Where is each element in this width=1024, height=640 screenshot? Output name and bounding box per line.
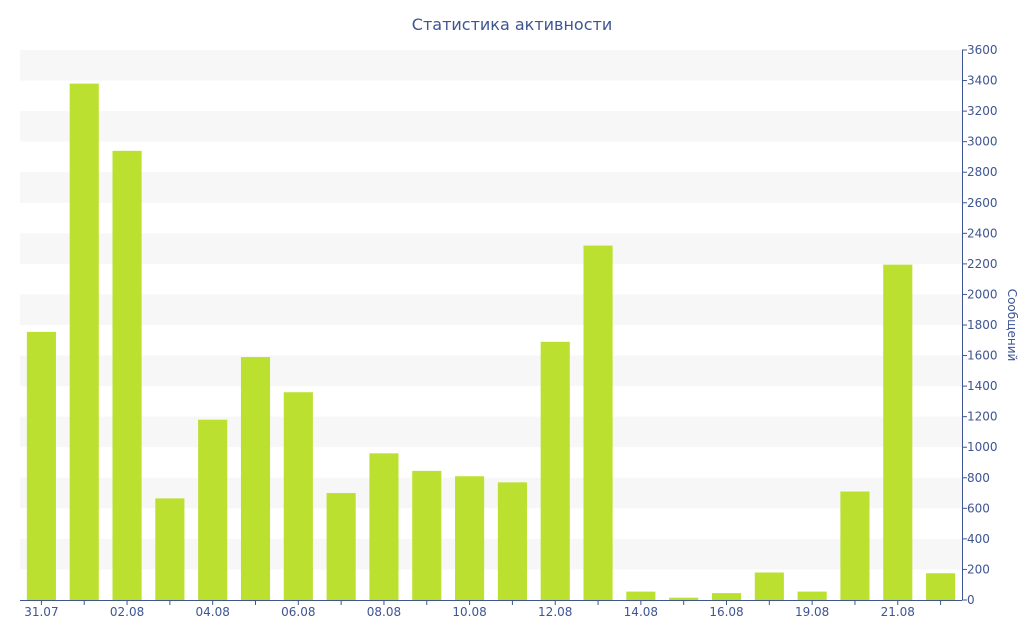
y-tick-label: 1200: [967, 410, 998, 424]
y-tick-label: 2400: [967, 226, 998, 240]
x-tick-label: 06.08: [281, 605, 315, 619]
bar-03.08: [155, 498, 185, 600]
bar-14.08: [626, 591, 656, 600]
y-tick-label: 3400: [967, 74, 998, 88]
x-tick-label: 16.08: [709, 605, 743, 619]
grid-band: [20, 50, 962, 81]
x-tick-label: 14.08: [624, 605, 658, 619]
x-axis-ticks: 31.07 02.08 04.08 06.08 08.08 10.08 12.08 14.08…: [24, 600, 942, 619]
y-tick-label: 3200: [967, 104, 998, 118]
bar-07.08: [326, 493, 356, 600]
y-tick-label: 2600: [967, 196, 998, 210]
y-axis-ticks: 0 200 400 600 800 1000 1200 1400 1600 1800 2000 220…: [962, 43, 998, 607]
bar-22.08: [926, 573, 956, 600]
bar-06.08: [283, 392, 313, 600]
y-tick-label: 1000: [967, 440, 998, 454]
grid-band: [20, 172, 962, 203]
y-tick-label: 200: [967, 562, 990, 576]
y-tick-label: 1400: [967, 379, 998, 393]
chart-title: Статистика активности: [412, 15, 612, 34]
bar-01.08: [69, 83, 99, 601]
bar-11.08: [497, 482, 527, 600]
y-tick-label: 600: [967, 501, 990, 515]
bar-09.08: [412, 470, 442, 600]
grid-bands: [20, 50, 962, 570]
x-tick-label: 04.08: [196, 605, 230, 619]
y-tick-label: 2000: [967, 287, 998, 301]
bar-16.08: [711, 593, 742, 600]
y-tick-label: 1600: [967, 349, 998, 363]
bar-02.08: [112, 150, 142, 601]
bar-05.08: [240, 357, 271, 600]
x-tick-label: 21.08: [881, 605, 915, 619]
x-tick-label: 02.08: [110, 605, 144, 619]
grid-band: [20, 294, 962, 325]
y-tick-label: 0: [967, 593, 975, 607]
bar-15.08: [669, 597, 699, 600]
x-tick-label: 12.08: [538, 605, 572, 619]
grid-band: [20, 233, 962, 264]
grid-band: [20, 111, 962, 142]
bar-12.08: [540, 341, 570, 600]
x-tick-label: 10.08: [452, 605, 486, 619]
bars: [26, 83, 956, 601]
y-tick-label: 1800: [967, 318, 998, 332]
grid-band: [20, 355, 962, 387]
x-tick-label: 08.08: [367, 605, 401, 619]
bar-04.08: [198, 419, 228, 600]
y-axis-label: Сообщений: [1005, 289, 1019, 362]
bar-21.08: [883, 264, 913, 600]
x-tick-label: 31.07: [24, 605, 58, 619]
y-tick-label: 2800: [967, 165, 998, 179]
bar-08.08: [369, 453, 399, 600]
bar-31.07: [26, 331, 56, 600]
y-tick-label: 2200: [967, 257, 998, 271]
y-tick-label: 3600: [967, 43, 998, 57]
y-tick-label: 800: [967, 471, 990, 485]
y-tick-label: 3000: [967, 135, 998, 149]
bar-10.08: [455, 476, 485, 600]
y-tick-label: 400: [967, 532, 990, 546]
x-tick-label: 19.08: [795, 605, 829, 619]
grid-band: [20, 416, 962, 448]
bar-19.08: [797, 591, 827, 600]
bar-17.08: [754, 572, 784, 600]
bar-20.08: [840, 491, 870, 600]
bar-13.08: [583, 245, 613, 601]
